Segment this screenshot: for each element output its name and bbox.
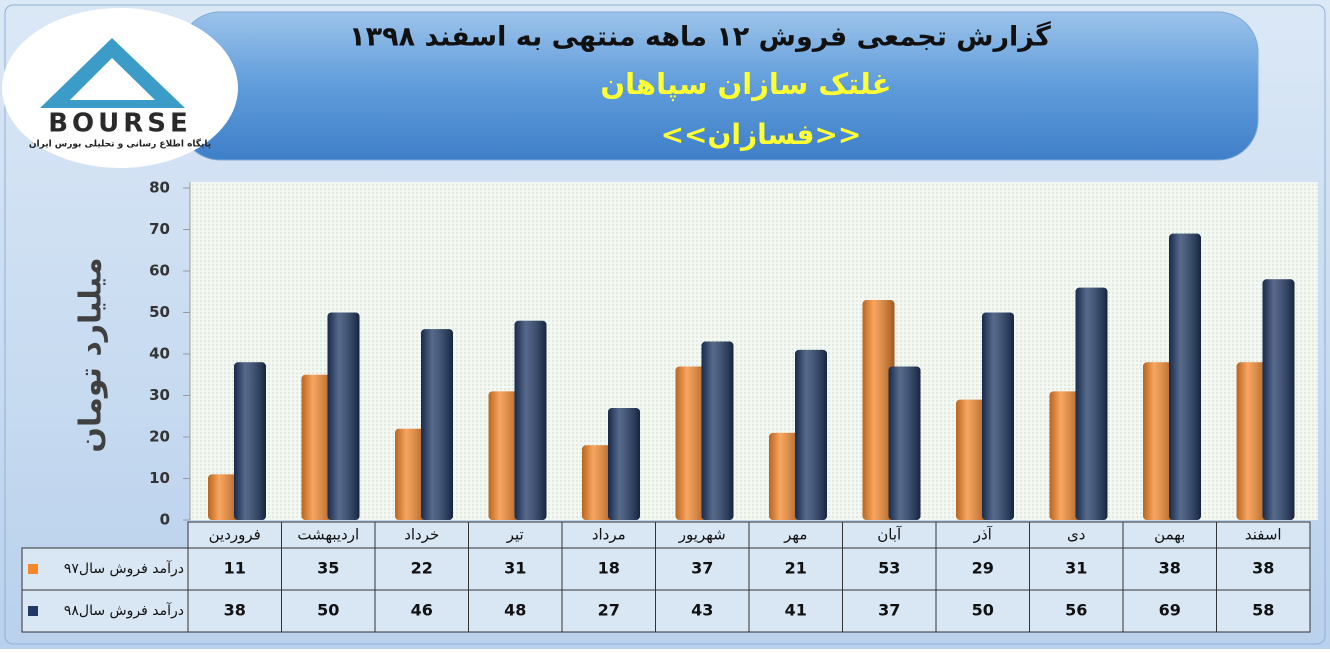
table-value: 50 xyxy=(972,601,994,620)
table-value: 56 xyxy=(1065,601,1087,620)
y-tick-label: 70 xyxy=(149,220,170,238)
x-tick-label: شهریور xyxy=(678,526,726,544)
table-value: 38 xyxy=(1252,559,1274,578)
table-value: 50 xyxy=(317,601,339,620)
legend-label: درآمد فروش سال۹۸ xyxy=(64,602,184,619)
bar-shade xyxy=(862,300,895,520)
table-value: 21 xyxy=(785,559,807,578)
x-tick-label: بهمن xyxy=(1154,526,1185,544)
table-value: 29 xyxy=(972,559,994,578)
chart-subtitle: <<فسازان>> xyxy=(661,118,862,151)
table-value: 38 xyxy=(224,601,246,620)
table-value: 41 xyxy=(785,601,807,620)
table-value: 31 xyxy=(1065,559,1087,578)
table-value: 53 xyxy=(878,559,900,578)
table-value: 18 xyxy=(598,559,620,578)
y-tick-label: 40 xyxy=(149,345,170,363)
bar-shade xyxy=(234,362,266,520)
bar-shade xyxy=(208,474,240,520)
bar-shade xyxy=(327,312,360,520)
logo-tagline: پایگاه اطلاع رسانی و تحلیلی بورس ایران xyxy=(29,138,211,150)
legend-marker xyxy=(28,606,38,616)
bar-shade xyxy=(301,374,334,520)
y-tick-label: 30 xyxy=(149,386,170,404)
logo-icon xyxy=(40,38,185,108)
y-tick-label: 80 xyxy=(149,179,170,197)
x-tick-label: خرداد xyxy=(404,526,439,544)
y-tick-label: 10 xyxy=(149,469,170,487)
y-tick-label: 20 xyxy=(149,428,170,446)
table-value: 38 xyxy=(1159,559,1181,578)
x-tick-label: فروردین xyxy=(209,526,261,544)
chart-subtitle: غلتک سازان سپاهان xyxy=(600,67,891,102)
x-tick-label: دی xyxy=(1067,526,1085,544)
x-tick-label: آذر xyxy=(973,526,993,544)
table-value: 46 xyxy=(411,601,433,620)
table-value: 31 xyxy=(504,559,526,578)
x-tick-label: اردیبهشت xyxy=(297,526,359,544)
bar-shade xyxy=(1169,233,1201,520)
bar-shade xyxy=(795,349,827,520)
bar-shade xyxy=(514,320,547,520)
bar-shade xyxy=(982,312,1014,520)
x-tick-label: اسفند xyxy=(1245,526,1282,544)
y-tick-label: 60 xyxy=(149,262,170,280)
y-tick-label: 0 xyxy=(160,511,170,529)
frame xyxy=(4,4,1326,645)
bar-shade xyxy=(1262,279,1295,520)
table-value: 22 xyxy=(411,559,433,578)
chart-title: گزارش تجمعی فروش ۱۲ ماهه منتهی به اسفند … xyxy=(349,21,1051,53)
bar-shade xyxy=(488,391,521,520)
x-tick-label: مهر xyxy=(783,526,807,544)
y-tick-label: 50 xyxy=(149,303,170,321)
plot-area xyxy=(190,182,1318,520)
bar-shade xyxy=(769,432,801,520)
bar-shade xyxy=(395,428,427,520)
logo-name: BOURSE xyxy=(48,109,192,139)
table-value: 37 xyxy=(691,559,713,578)
table-value: 27 xyxy=(598,601,620,620)
bar-shade xyxy=(1236,362,1269,520)
table-value: 35 xyxy=(317,559,339,578)
bar-shade xyxy=(1075,287,1108,520)
bar-shade xyxy=(1143,362,1175,520)
legend-marker xyxy=(28,564,38,574)
bar-shade xyxy=(608,407,640,520)
x-tick-label: مرداد xyxy=(592,526,626,544)
table-value: 48 xyxy=(504,601,526,620)
bar-shade xyxy=(582,445,614,520)
table-value: 11 xyxy=(224,559,246,578)
bar-shade xyxy=(888,366,921,520)
bar-shade xyxy=(701,341,734,520)
table-value: 58 xyxy=(1252,601,1274,620)
y-axis-title: میلیارد تومان xyxy=(74,257,109,452)
table-value: 69 xyxy=(1159,601,1181,620)
legend-label: درآمد فروش سال۹۷ xyxy=(64,560,184,577)
x-tick-label: تیر xyxy=(506,526,524,544)
bar-shade xyxy=(956,399,988,520)
table-value: 43 xyxy=(691,601,713,620)
logo-background xyxy=(2,8,238,168)
x-tick-label: آبان xyxy=(877,526,902,544)
bar-shade xyxy=(421,329,453,520)
bar-shade xyxy=(1049,391,1082,520)
bar-shade xyxy=(675,366,708,520)
table-value: 37 xyxy=(878,601,900,620)
